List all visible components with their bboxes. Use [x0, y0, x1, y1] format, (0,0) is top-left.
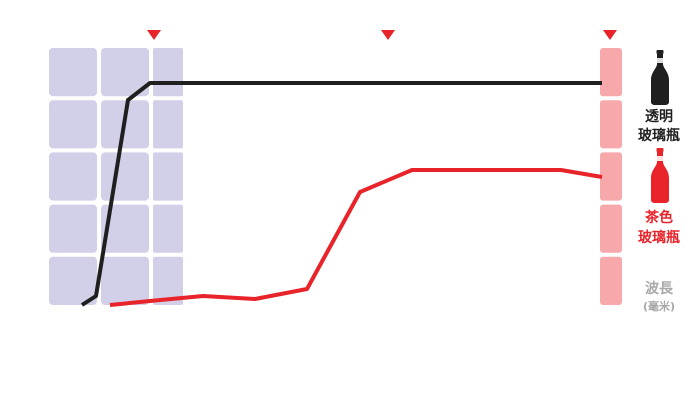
band-tile-left: [49, 152, 97, 201]
x-axis-unit: (毫米): [643, 299, 675, 313]
band-tile-left: [153, 152, 183, 201]
legend-amber-line2: 玻璃瓶: [638, 229, 680, 246]
background-bands: [49, 48, 622, 305]
legend-clear-line2: 玻璃瓶: [638, 127, 680, 144]
band-tile-left: [49, 48, 97, 97]
band-tile-left: [153, 48, 183, 97]
legend-amber-line1: 茶色: [644, 209, 673, 226]
top-markers: [147, 30, 617, 40]
band-tile-left: [49, 204, 97, 253]
band-tile-left: [153, 256, 183, 305]
series-line-0: [80, 81, 602, 307]
band-tile-right: [600, 152, 622, 201]
marker-triangle: [603, 30, 617, 40]
axis-label-group: 波長 (毫米): [643, 280, 675, 313]
series-line-1: [109, 168, 603, 307]
marker-triangle: [381, 30, 395, 40]
band-tile-left: [153, 100, 183, 149]
legend-clear-line1: 透明: [645, 109, 673, 125]
band-tile-left: [101, 204, 149, 253]
legend-clear: 透明 玻璃瓶: [638, 50, 680, 144]
band-tile-left: [153, 204, 183, 253]
band-tile-left: [49, 256, 97, 305]
band-tile-left: [49, 100, 97, 149]
marker-triangle: [147, 30, 161, 40]
band-tile-right: [600, 256, 622, 305]
legend-amber: 茶色 玻璃瓶: [638, 148, 680, 246]
band-tile-left: [101, 152, 149, 201]
clear-bottle-icon: [651, 50, 669, 105]
band-tile-right: [600, 204, 622, 253]
x-axis-label: 波長: [645, 280, 674, 297]
amber-bottle-icon: [651, 148, 669, 203]
band-tile-left: [101, 48, 149, 97]
band-tile-left: [101, 256, 149, 305]
band-tile-right: [600, 48, 622, 97]
band-tile-right: [600, 100, 622, 149]
series-lines: [80, 81, 603, 307]
